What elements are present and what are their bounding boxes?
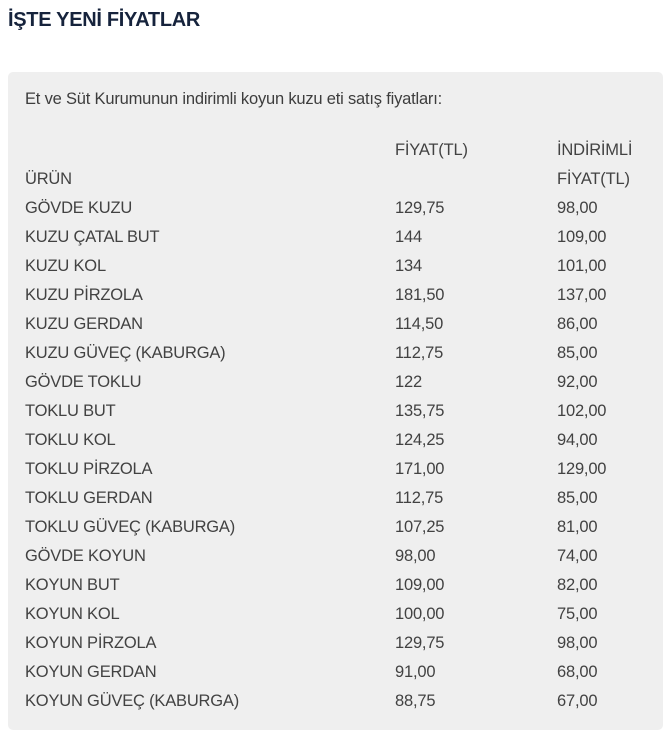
price-cell: 112,75 (395, 344, 444, 362)
product-name-cell: KOYUN BUT (25, 576, 120, 594)
price-cell: 107,25 (395, 518, 445, 536)
table-row: KUZU ÇATAL BUT 144 109,00 (25, 223, 646, 252)
discounted-price-cell: 74,00 (557, 547, 598, 565)
table-row: GÖVDE TOKLU 122 92,00 (25, 368, 646, 397)
discounted-price-cell: 92,00 (557, 373, 598, 391)
discounted-price-cell: 94,00 (557, 431, 598, 449)
price-card: Et ve Süt Kurumunun indirimli koyun kuzu… (8, 72, 663, 730)
discounted-price-cell: 81,00 (557, 518, 598, 536)
table-row: TOKLU BUT 135,75 102,00 (25, 397, 646, 426)
product-name-cell: KOYUN GERDAN (25, 663, 157, 681)
table-row: GÖVDE KUZU 129,75 98,00 (25, 194, 646, 223)
price-cell: 171,00 (395, 460, 445, 478)
discounted-price-cell: 129,00 (557, 460, 607, 478)
discounted-price-cell: 86,00 (557, 315, 598, 333)
product-name-cell: GÖVDE KOYUN (25, 547, 146, 565)
table-row: KUZU PİRZOLA 181,50 137,00 (25, 281, 646, 310)
price-cell: 124,25 (395, 431, 445, 449)
product-name-cell: KUZU GERDAN (25, 315, 143, 333)
table-row: KOYUN PİRZOLA 129,75 98,00 (25, 629, 646, 658)
table-row: KUZU GERDAN 114,50 86,00 (25, 310, 646, 339)
price-cell: 88,75 (395, 692, 436, 710)
price-table-body: GÖVDE KUZU 129,75 98,00 KUZU ÇATAL BUT 144 10… (25, 194, 646, 716)
price-cell: 112,75 (395, 489, 444, 507)
price-cell: 129,75 (395, 634, 445, 652)
product-name-cell: KOYUN PİRZOLA (25, 634, 157, 652)
product-name-cell: KOYUN GÜVEÇ (KABURGA) (25, 692, 239, 710)
product-name-cell: TOKLU BUT (25, 402, 116, 420)
price-cell: 134 (395, 257, 422, 275)
discounted-price-cell: 98,00 (557, 634, 598, 652)
price-cell: 181,50 (395, 286, 445, 304)
discounted-price-cell: 68,00 (557, 663, 598, 681)
header-row: ÜRÜN FİYAT(TL) İNDİRİMLİ FİYAT(TL) (25, 136, 646, 194)
discounted-price-cell: 137,00 (557, 286, 607, 304)
discounted-price-cell: 82,00 (557, 576, 598, 594)
discounted-price-cell: 101,00 (557, 257, 607, 275)
price-cell: 109,00 (395, 576, 445, 594)
price-table-header: ÜRÜN FİYAT(TL) İNDİRİMLİ FİYAT(TL) (25, 136, 646, 194)
price-table: ÜRÜN FİYAT(TL) İNDİRİMLİ FİYAT(TL) GÖVDE… (25, 136, 646, 716)
discounted-price-cell: 85,00 (557, 489, 598, 507)
product-name-cell: KOYUN KOL (25, 605, 120, 623)
table-row: KUZU KOL 134 101,00 (25, 252, 646, 281)
product-name-cell: TOKLU PİRZOLA (25, 460, 153, 478)
product-name-cell: GÖVDE TOKLU (25, 373, 142, 391)
table-row: GÖVDE KOYUN 98,00 74,00 (25, 542, 646, 571)
price-cell: 114,50 (395, 315, 444, 333)
price-cell: 129,75 (395, 199, 445, 217)
price-cell: 91,00 (395, 663, 436, 681)
column-header-product: ÜRÜN (25, 170, 72, 188)
discounted-price-cell: 98,00 (557, 199, 598, 217)
discounted-price-cell: 75,00 (557, 605, 598, 623)
table-row: TOKLU PİRZOLA 171,00 129,00 (25, 455, 646, 484)
table-row: TOKLU KOL 124,25 94,00 (25, 426, 646, 455)
price-cell: 100,00 (395, 605, 445, 623)
table-row: KOYUN GÜVEÇ (KABURGA) 88,75 67,00 (25, 687, 646, 716)
discounted-price-cell: 85,00 (557, 344, 598, 362)
table-row: KUZU GÜVEÇ (KABURGA) 112,75 85,00 (25, 339, 646, 368)
discounted-price-cell: 109,00 (557, 228, 607, 246)
column-header-price: FİYAT(TL) (395, 141, 468, 159)
page-title: İŞTE YENİ FİYATLAR (8, 9, 201, 31)
product-name-cell: GÖVDE KUZU (25, 199, 133, 217)
price-cell: 122 (395, 373, 422, 391)
product-name-cell: KUZU GÜVEÇ (KABURGA) (25, 344, 226, 362)
card-intro-text: Et ve Süt Kurumunun indirimli koyun kuzu… (25, 90, 442, 108)
table-row: TOKLU GÜVEÇ (KABURGA) 107,25 81,00 (25, 513, 646, 542)
table-row: KOYUN GERDAN 91,00 68,00 (25, 658, 646, 687)
table-row: KOYUN KOL 100,00 75,00 (25, 600, 646, 629)
price-cell: 98,00 (395, 547, 436, 565)
product-name-cell: TOKLU GERDAN (25, 489, 153, 507)
discounted-price-cell: 67,00 (557, 692, 598, 710)
column-header-discounted-price: İNDİRİMLİ FİYAT(TL) (557, 141, 633, 188)
table-row: KOYUN BUT 109,00 82,00 (25, 571, 646, 600)
price-cell: 144 (395, 228, 422, 246)
table-row: TOKLU GERDAN 112,75 85,00 (25, 484, 646, 513)
product-name-cell: KUZU PİRZOLA (25, 286, 143, 304)
discounted-price-cell: 102,00 (557, 402, 607, 420)
product-name-cell: TOKLU KOL (25, 431, 116, 449)
product-name-cell: TOKLU GÜVEÇ (KABURGA) (25, 518, 236, 536)
product-name-cell: KUZU KOL (25, 257, 106, 275)
product-name-cell: KUZU ÇATAL BUT (25, 228, 160, 246)
price-cell: 135,75 (395, 402, 445, 420)
